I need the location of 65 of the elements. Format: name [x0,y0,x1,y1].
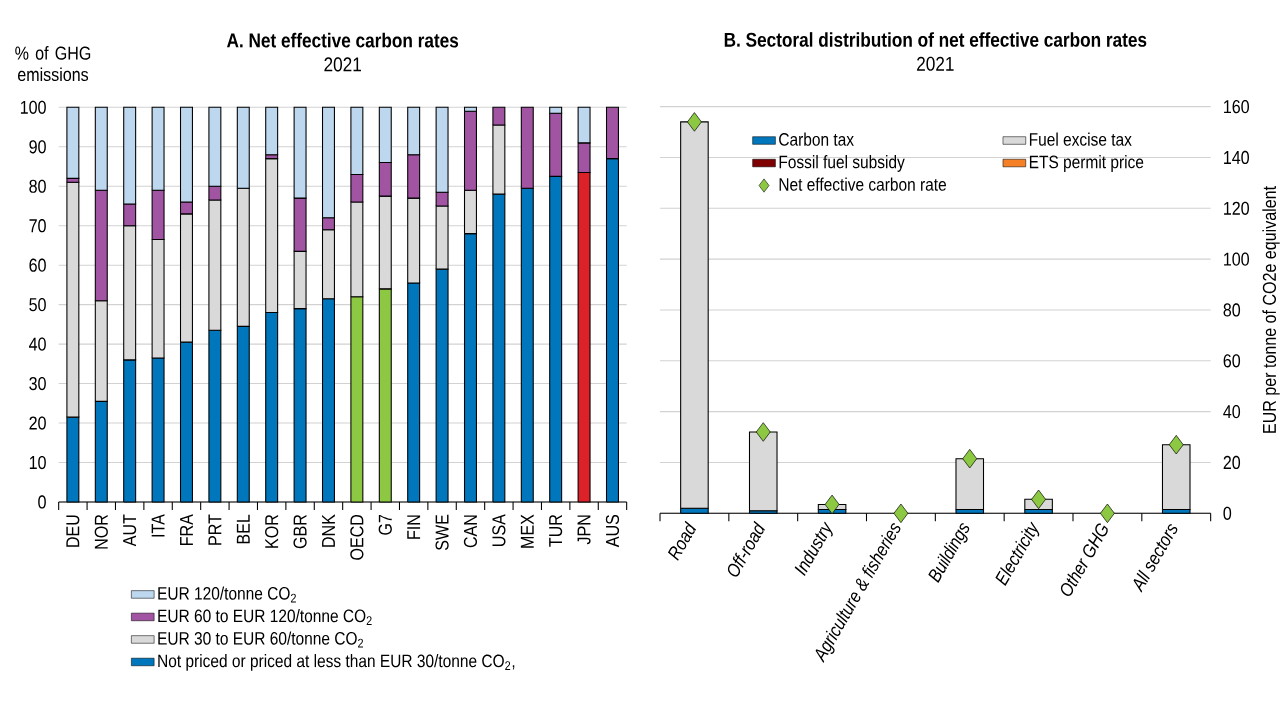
point [687,112,702,132]
y-tick-label: 20 [1223,455,1241,470]
y-tick-label: 40 [29,337,46,351]
legend-label: Net effective carbon rate [779,177,946,191]
y-tick-label: 80 [29,179,46,193]
chart-subtitle: 2021 [324,57,361,72]
x-tick-label: FIN [407,515,421,539]
y-axis-title: % of GHG emissions [15,46,91,82]
y-axis-title: EUR per tonne of CO2e equivalent [1262,186,1280,433]
legend-label: Fuel excise tax [1029,132,1132,146]
bar [265,106,279,156]
x-tick-label: GBR [293,514,307,549]
x-tick-label: CAN [463,515,478,548]
chart-title: B. Sectoral distribution of net effective carbon rates [724,32,1147,47]
x-tick-label: AUS [605,514,620,548]
point [1168,435,1184,455]
legend-label: Fossil fuel subsidy [779,155,905,172]
y-tick-label: 100 [20,100,46,114]
y-tick-label: 70 [29,219,46,233]
y-tick-label: 90 [29,140,46,154]
x-tick-label: USA [492,514,506,546]
point [1031,489,1046,510]
y-tick-label: 120 [1224,201,1249,215]
x-tick-label: AUT [123,514,137,547]
y-tick-label: 0 [38,495,46,509]
y-tick-label: 100 [1224,252,1249,266]
chart-subtitle: 2021 [917,56,954,71]
legend-label: ETS permit price [1029,155,1144,172]
y-tick-label: 10 [29,455,46,470]
point [962,449,978,469]
legend-label: EUR 120/tonne CO$_{2}$ [158,586,296,603]
x-tick-label: PRT [208,514,222,545]
x-tick-label: MEX [520,514,534,548]
y-tick-label: 30 [29,376,46,391]
y-tick-label: 160 [1224,100,1249,114]
x-tick-label: OECD [350,514,364,560]
x-tick-label: G7 [378,514,392,535]
y-tick-label: 60 [29,258,46,272]
x-tick-label: SWE [435,514,449,550]
y-tick-label: 140 [1224,150,1249,165]
point [893,503,909,523]
x-tick-label: DNK [322,514,335,547]
bar [66,106,80,179]
legend-label: Not priced or priced at less than EUR 30/tonne CO$_{2}$, [158,654,515,671]
legend-label: Carbon tax [779,132,854,146]
y-tick-label: 50 [29,298,46,312]
y-tick-label: 80 [1223,303,1241,317]
y-tick-label: 60 [1223,354,1241,368]
x-tick-label: DEU [66,515,80,547]
x-tick-label: ITA [151,514,165,537]
legend-label: EUR 30 to EUR 60/tonne CO$_{2}$ [158,631,364,648]
y-tick-label: 40 [1223,405,1241,419]
x-tick-label: JPN [577,515,591,545]
point [1100,503,1115,523]
point [824,494,840,515]
x-tick-label: FRA [180,514,193,545]
x-tick-label: KOR [265,514,279,548]
chart-title: A. Net effective carbon rates [226,32,459,48]
x-tick-label: BEL [236,514,250,544]
y-tick-label: 0 [1223,506,1232,520]
legend-label: EUR 60 to EUR 120/tonne CO$_{2}$ [158,609,372,625]
y-tick-label: 20 [29,416,46,430]
point [755,422,771,442]
x-tick-label: TUR [549,514,563,547]
x-tick-label: NOR [94,514,108,549]
